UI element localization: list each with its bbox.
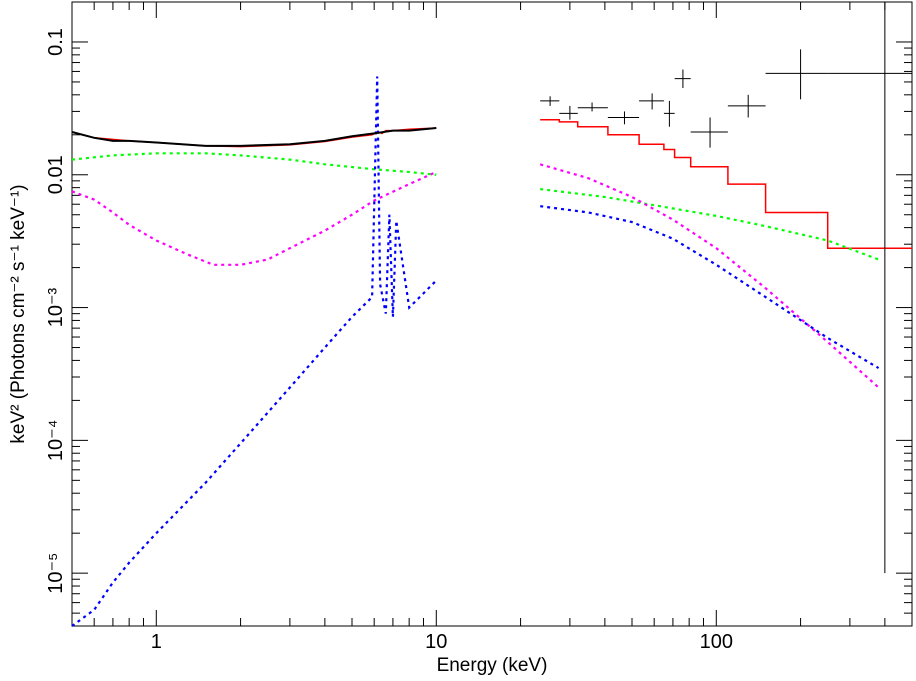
x-tick-label: 1 [151, 631, 162, 653]
total-model-steps [540, 118, 912, 249]
low-energy-data [71, 127, 437, 147]
data-point [663, 100, 675, 127]
data-point [607, 111, 640, 125]
plot-frame [71, 1, 913, 627]
total_model-curve [71, 127, 437, 148]
component_green-curve [540, 188, 879, 261]
data-point [639, 93, 664, 110]
data-points [71, 2, 912, 574]
data-point [727, 94, 766, 118]
data-point [559, 105, 578, 120]
data-point [765, 49, 828, 100]
minor-ticks [71, 1, 913, 627]
y-tick-label: 10⁻³ [45, 287, 67, 327]
x-tick-label: 100 [700, 631, 733, 653]
tick-labels: 1 10 100 0.1 0.01 10⁻³ 10⁻⁴ 10⁻⁵ [45, 28, 733, 653]
y-tick-label: 10⁻⁴ [45, 420, 67, 461]
y-tick-label: 10⁻⁵ [45, 553, 67, 594]
component_blue-curve [540, 205, 880, 370]
y-tick-label: 0.01 [45, 155, 67, 194]
y-axis-label: keV² (Photons cm⁻² s⁻¹ keV⁻¹) [8, 184, 29, 443]
component_blue-curve [71, 76, 438, 627]
data-point [540, 96, 560, 106]
x-axis-label: Energy (keV) [437, 655, 548, 676]
data-point [577, 102, 608, 112]
model-lines [71, 76, 912, 627]
component_green-curve [71, 152, 437, 176]
y-tick-label: 0.1 [45, 28, 67, 56]
data-point [690, 117, 728, 148]
component_magenta-curve [539, 163, 880, 389]
x-tick-label: 10 [425, 631, 447, 653]
data-point [674, 69, 691, 89]
component_magenta-curve [71, 170, 437, 266]
data-point [827, 2, 912, 574]
